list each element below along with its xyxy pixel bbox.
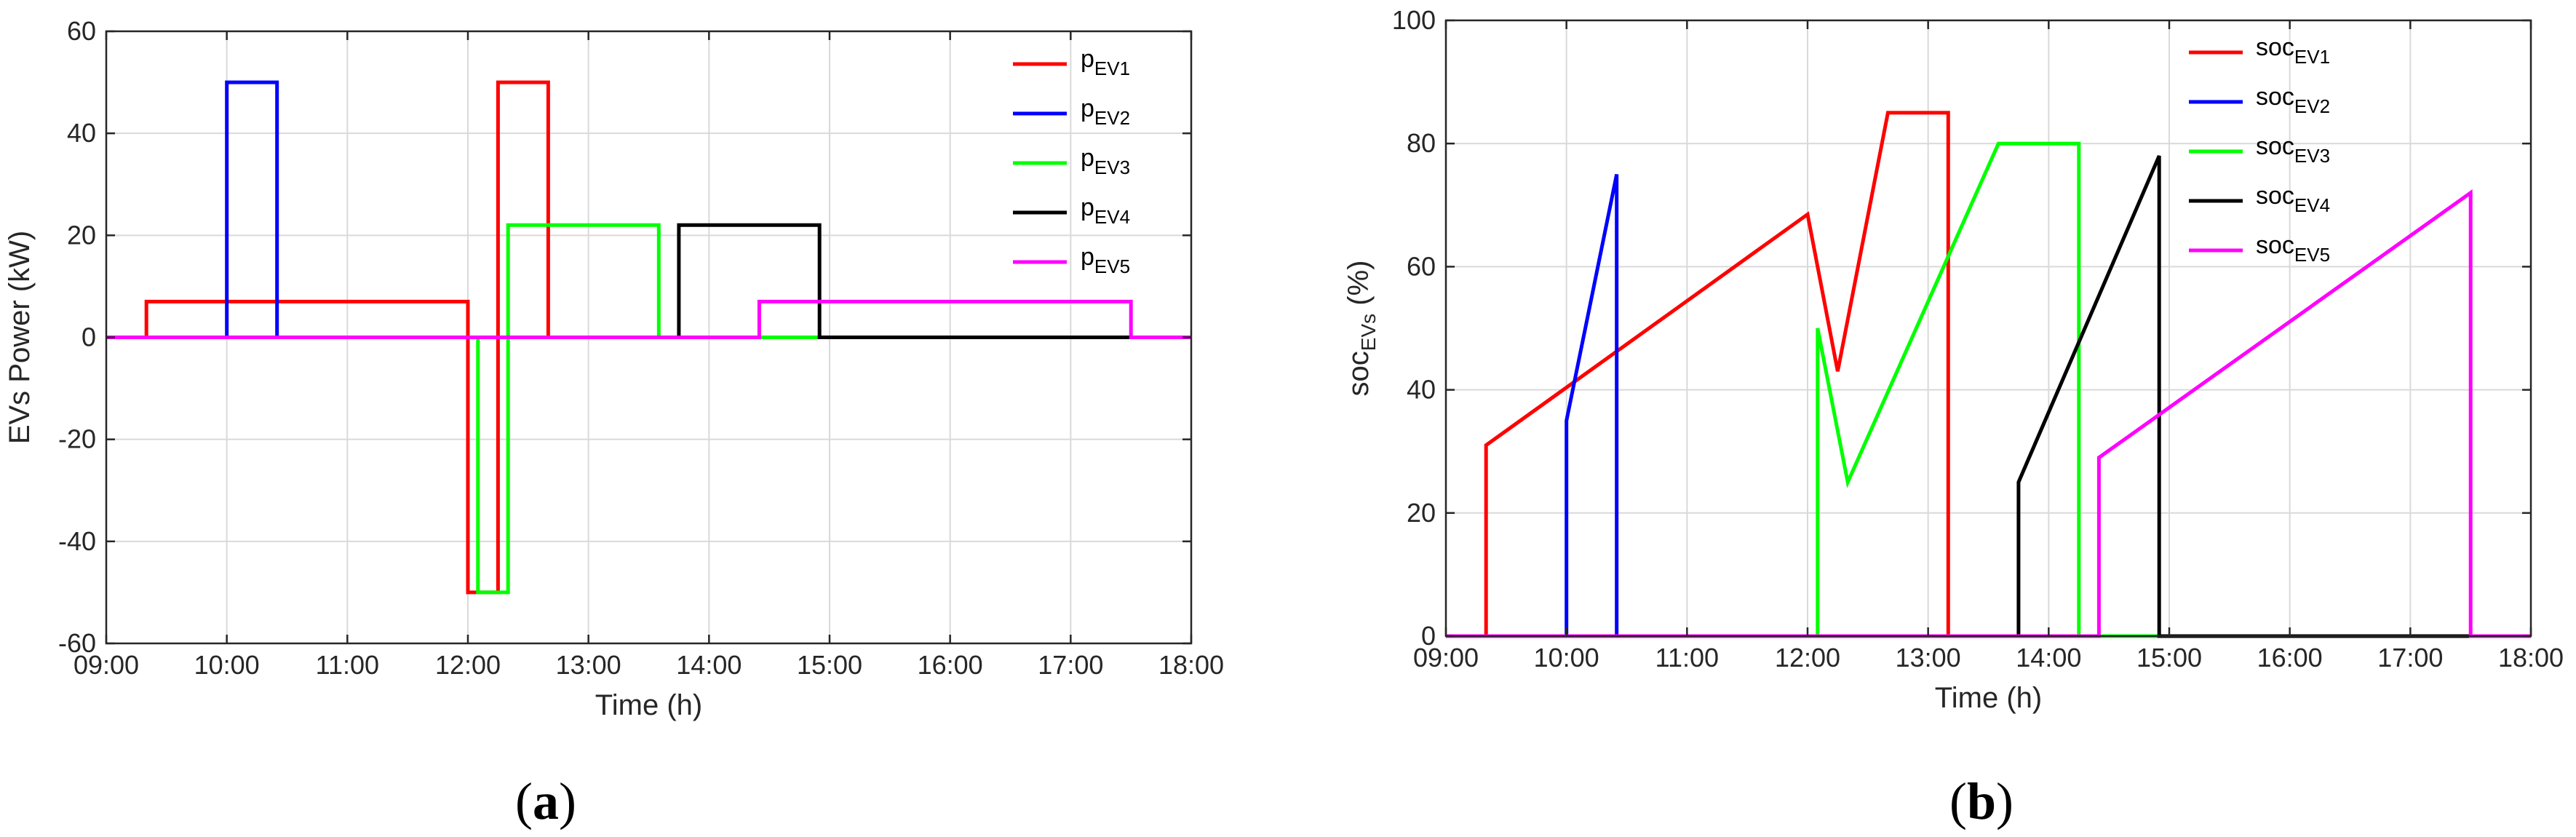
panel-label: (a) bbox=[515, 772, 576, 830]
series-group bbox=[1446, 111, 2531, 638]
y-axis-title: EVs Power (kW) bbox=[4, 231, 36, 444]
x-tick-label: 11:00 bbox=[316, 650, 379, 680]
legend: pEV1 pEV2 pEV3 pEV4 pEV5 bbox=[1013, 45, 1130, 277]
series-line-ev5 bbox=[1446, 189, 2531, 638]
x-tick-label: 12:00 bbox=[435, 650, 501, 680]
x-tick-label: 16:00 bbox=[2257, 643, 2323, 673]
y-tick-label: 40 bbox=[67, 118, 96, 148]
series-line-ev4 bbox=[106, 223, 1191, 339]
series-group bbox=[106, 80, 1191, 595]
y-tick-label: 80 bbox=[1407, 128, 1436, 158]
legend-entry-ev1: pEV1 bbox=[1081, 45, 1130, 79]
panel-label: (b) bbox=[1949, 772, 2014, 830]
y-tick-label: 20 bbox=[67, 220, 96, 250]
y-tick-label: -60 bbox=[58, 628, 96, 658]
x-tick-label: 10:00 bbox=[194, 650, 260, 680]
y-tick-label: 0 bbox=[82, 322, 96, 352]
series-line-ev5 bbox=[106, 299, 1191, 339]
chart-b: 09:00 10:00 11:00 12:00 13:00 14:00 15:00 16:00… bbox=[1343, 5, 2564, 830]
y-tick-label: 100 bbox=[1392, 5, 1436, 35]
plot-frame bbox=[1444, 19, 2532, 638]
legend-entry-ev4: socEV4 bbox=[2256, 182, 2330, 216]
legend: socEV1 socEV2 socEV3 socEV4 socEV5 bbox=[2189, 33, 2330, 266]
x-tick-label: 09:00 bbox=[73, 650, 139, 680]
legend-entry-ev5: socEV5 bbox=[2256, 231, 2330, 266]
legend-entry-ev2: socEV2 bbox=[2256, 83, 2330, 117]
y-tick-label: -20 bbox=[58, 424, 96, 454]
legend-entry-ev5: pEV5 bbox=[1081, 243, 1130, 277]
legend-entry-ev3: socEV3 bbox=[2256, 132, 2330, 167]
x-tick-label: 13:00 bbox=[556, 650, 621, 680]
y-tick-label: 0 bbox=[1421, 621, 1436, 651]
series-line-ev2 bbox=[1446, 174, 2531, 638]
x-tick-label: 13:00 bbox=[1896, 643, 1961, 673]
y-tick-label: 60 bbox=[1407, 251, 1436, 281]
x-tick-label: 12:00 bbox=[1775, 643, 1840, 673]
legend-entry-ev3: pEV3 bbox=[1081, 144, 1130, 178]
legend-entry-ev1: socEV1 bbox=[2256, 33, 2330, 68]
x-axis-title: Time (h) bbox=[595, 689, 702, 721]
series-line-ev3 bbox=[1446, 141, 2531, 638]
x-tick-label: 11:00 bbox=[1655, 643, 1719, 673]
legend-entry-ev4: pEV4 bbox=[1081, 194, 1130, 228]
y-tick-label: 20 bbox=[1407, 498, 1436, 528]
x-tick-label: 15:00 bbox=[797, 650, 862, 680]
x-tick-label: 14:00 bbox=[676, 650, 742, 680]
chart-a: 09:00 10:00 11:00 12:00 13:00 14:00 15:00 16:00… bbox=[4, 16, 1224, 830]
x-tick-label: 17:00 bbox=[2377, 643, 2443, 673]
x-tick-label: 10:00 bbox=[1534, 643, 1599, 673]
x-tick-label: 16:00 bbox=[918, 650, 983, 680]
x-tick-label: 18:00 bbox=[1158, 650, 1224, 680]
x-axis-title: Time (h) bbox=[1935, 682, 2042, 714]
x-tick-label: 15:00 bbox=[2136, 643, 2202, 673]
y-tick-label: 60 bbox=[67, 16, 96, 46]
series-line-ev2 bbox=[106, 80, 1191, 339]
series-line-ev4 bbox=[1446, 155, 2531, 638]
x-tick-label: 14:00 bbox=[2016, 643, 2081, 673]
series-line-ev1 bbox=[1446, 111, 2531, 638]
x-tick-label: 09:00 bbox=[1413, 643, 1479, 673]
y-tick-label: 40 bbox=[1407, 375, 1436, 405]
y-axis-title: socEVs (%) bbox=[1343, 261, 1380, 397]
x-tick-label: 18:00 bbox=[2498, 643, 2564, 673]
y-tick-label: -40 bbox=[58, 526, 96, 556]
series-line-ev3 bbox=[106, 223, 1191, 595]
x-tick-label: 17:00 bbox=[1038, 650, 1103, 680]
legend-entry-ev2: pEV2 bbox=[1081, 95, 1130, 129]
